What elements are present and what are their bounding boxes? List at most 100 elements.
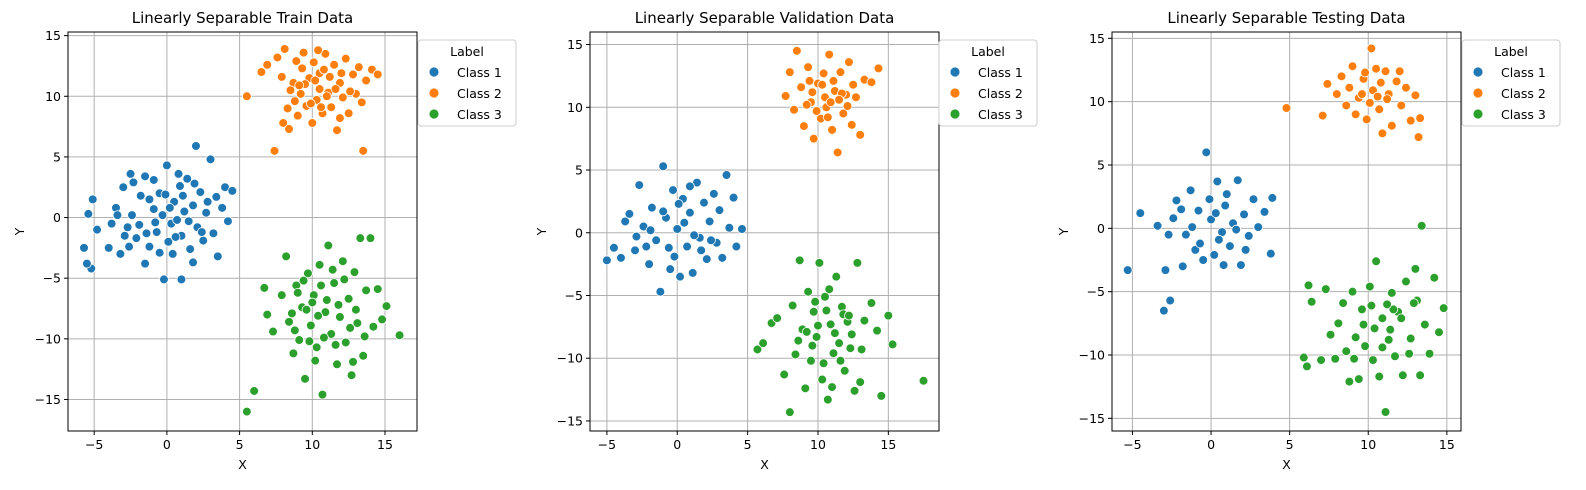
point-class-3: [828, 348, 839, 359]
point-class-1: [714, 205, 725, 215]
x-tick-label: 0: [673, 437, 681, 452]
x-axis-label: X: [760, 457, 769, 472]
point-class-1: [92, 224, 102, 235]
point-class-2: [1317, 110, 1328, 121]
point-class-2: [785, 67, 795, 77]
point-class-2: [307, 118, 318, 128]
point-class-3: [304, 336, 315, 347]
point-class-1: [709, 189, 719, 199]
point-class-2: [324, 72, 335, 82]
point-class-3: [872, 325, 882, 336]
point-class-1: [1225, 241, 1235, 251]
point-class-1: [148, 175, 159, 185]
legend-entry: Class 2: [978, 86, 1023, 101]
point-class-3: [1416, 221, 1427, 231]
point-class-3: [1303, 280, 1314, 291]
point-class-3: [856, 344, 867, 355]
legend-marker: [949, 66, 961, 78]
point-class-2: [310, 75, 321, 86]
point-class-3: [835, 355, 846, 366]
point-class-2: [825, 97, 836, 108]
x-tick-label: 5: [744, 437, 752, 452]
point-class-2: [824, 49, 835, 60]
point-class-3: [352, 318, 363, 328]
y-tick-label: −10: [35, 331, 61, 346]
point-class-3: [821, 305, 832, 316]
point-class-1: [1135, 208, 1146, 218]
point-class-1: [140, 258, 150, 269]
point-class-2: [316, 102, 326, 112]
point-class-1: [634, 180, 645, 190]
point-class-2: [807, 87, 818, 98]
point-class-3: [1382, 299, 1392, 310]
point-class-3: [262, 309, 273, 320]
point-class-1: [103, 243, 114, 253]
point-class-3: [338, 256, 348, 267]
point-class-1: [1122, 265, 1133, 275]
point-class-3: [365, 233, 376, 243]
point-class-2: [851, 92, 861, 103]
point-class-3: [800, 383, 811, 394]
point-class-1: [658, 161, 668, 172]
point-class-1: [1168, 213, 1179, 224]
y-tick-label: 15: [45, 28, 61, 43]
point-class-2: [306, 98, 316, 109]
point-class-3: [290, 325, 300, 336]
point-class-3: [1398, 370, 1408, 381]
y-tick-label: 0: [1097, 221, 1105, 236]
point-class-2: [272, 52, 283, 63]
x-tick-label: 10: [810, 437, 826, 452]
point-class-1: [630, 245, 640, 256]
point-class-3: [361, 285, 371, 296]
point-class-1: [159, 274, 169, 285]
point-class-3: [339, 274, 350, 285]
point-class-1: [631, 231, 642, 242]
point-class-1: [212, 251, 223, 262]
y-tick-label: −15: [1079, 411, 1105, 426]
point-class-1: [82, 258, 92, 269]
point-class-3: [307, 297, 318, 308]
legend-entry: Class 1: [457, 65, 502, 80]
point-class-3: [303, 268, 313, 279]
point-class-1: [1265, 248, 1276, 259]
point-class-3: [330, 340, 341, 350]
point-class-3: [803, 286, 813, 297]
point-class-2: [1394, 66, 1405, 77]
point-class-1: [131, 233, 142, 243]
point-class-3: [808, 307, 819, 317]
point-class-3: [839, 365, 850, 376]
point-class-3: [1302, 361, 1312, 372]
y-tick-label: 5: [53, 149, 61, 164]
point-class-1: [641, 241, 652, 252]
point-class-3: [276, 290, 287, 300]
point-class-1: [1159, 305, 1169, 316]
point-class-1: [157, 210, 168, 220]
point-class-3: [1429, 272, 1440, 283]
legend-marker: [428, 87, 440, 99]
point-class-1: [188, 257, 198, 268]
point-class-1: [201, 207, 211, 218]
point-class-2: [866, 77, 877, 87]
point-class-1: [205, 154, 216, 165]
legend-entry: Class 3: [457, 107, 502, 122]
point-class-1: [1267, 193, 1278, 203]
point-class-3: [830, 328, 840, 338]
point-class-1: [227, 186, 238, 196]
point-class-2: [1366, 43, 1377, 54]
point-class-3: [1371, 256, 1381, 267]
point-class-3: [1338, 298, 1348, 308]
y-tick-label: −5: [565, 288, 583, 303]
point-class-1: [172, 215, 182, 225]
point-class-3: [358, 351, 368, 361]
point-class-3: [1387, 288, 1397, 298]
y-tick-label: 10: [1089, 94, 1105, 109]
point-class-3: [844, 310, 854, 321]
point-class-1: [118, 182, 129, 193]
point-class-3: [340, 337, 351, 348]
y-axis-label: Y: [12, 227, 27, 236]
point-class-2: [276, 72, 287, 82]
point-class-2: [808, 133, 819, 144]
point-class-1: [183, 216, 194, 226]
point-class-3: [287, 308, 297, 319]
point-class-3: [846, 329, 857, 340]
